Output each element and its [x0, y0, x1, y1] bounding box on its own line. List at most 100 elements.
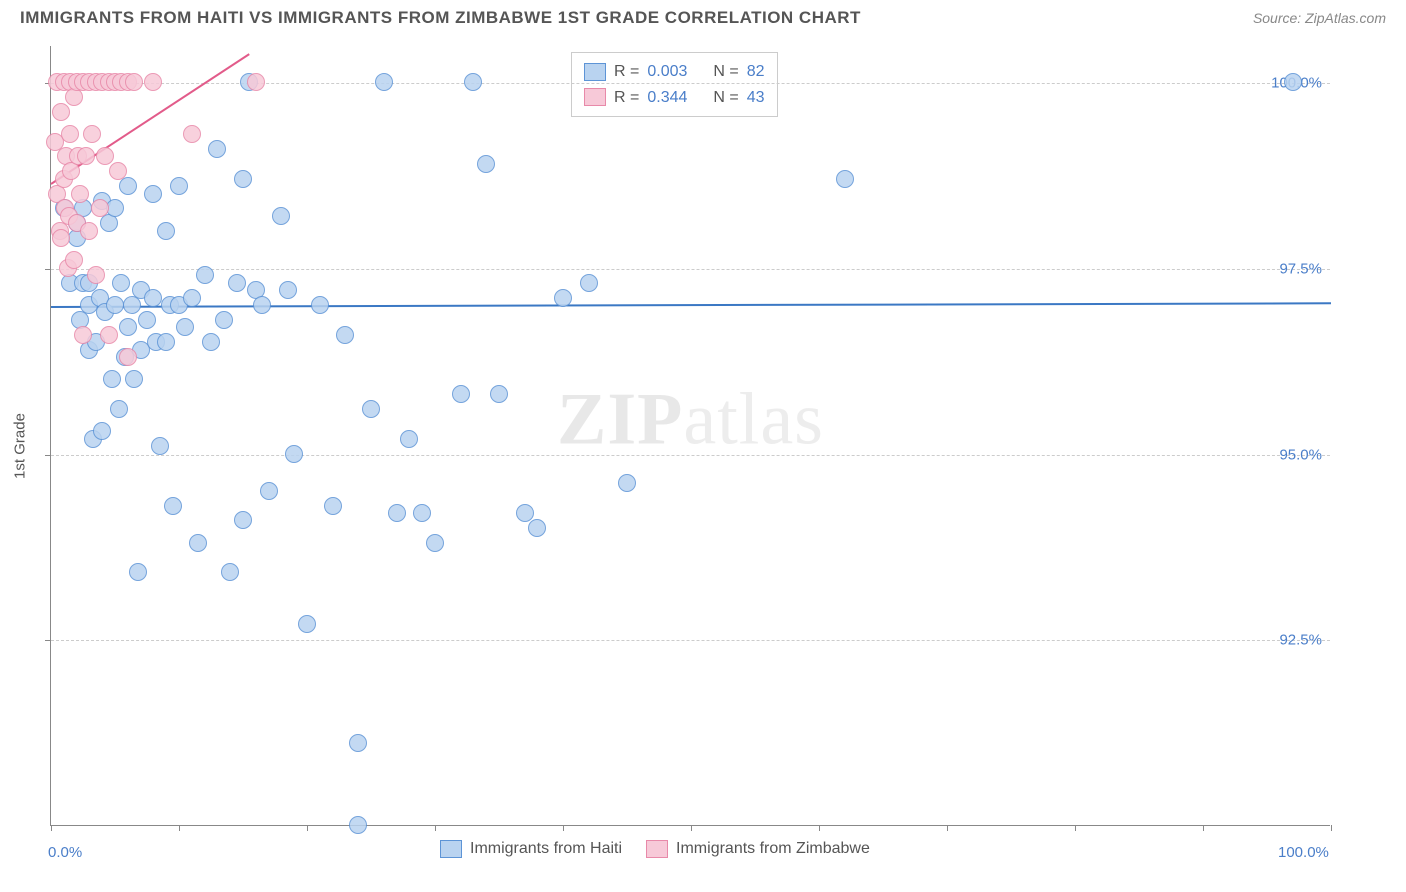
- data-point: [125, 370, 143, 388]
- data-point: [138, 311, 156, 329]
- data-point: [580, 274, 598, 292]
- data-point: [93, 422, 111, 440]
- data-point: [164, 497, 182, 515]
- data-point: [80, 222, 98, 240]
- legend-n-label: N =: [713, 59, 738, 85]
- data-point: [490, 385, 508, 403]
- legend-r-value: 0.344: [647, 85, 687, 111]
- legend-row: R =0.344N =43: [584, 85, 765, 111]
- data-point: [279, 281, 297, 299]
- legend-item: Immigrants from Haiti: [440, 840, 622, 858]
- x-tick: [435, 825, 436, 831]
- source-attribution: Source: ZipAtlas.com: [1253, 10, 1386, 26]
- data-point: [65, 251, 83, 269]
- data-point: [260, 482, 278, 500]
- data-point: [234, 170, 252, 188]
- y-tick: [45, 269, 51, 270]
- data-point: [349, 816, 367, 834]
- data-point: [375, 73, 393, 91]
- data-point: [91, 199, 109, 217]
- legend-item: Immigrants from Zimbabwe: [646, 840, 870, 858]
- x-axis-min-label: 0.0%: [48, 844, 82, 861]
- legend-swatch: [646, 840, 668, 858]
- data-point: [477, 155, 495, 173]
- data-point: [554, 289, 572, 307]
- series-legend: Immigrants from Haiti Immigrants from Zim…: [440, 840, 870, 858]
- data-point: [119, 177, 137, 195]
- y-tick: [45, 455, 51, 456]
- legend-n-value: 43: [747, 85, 765, 111]
- trend-line: [51, 302, 1331, 308]
- y-tick: [45, 640, 51, 641]
- data-point: [103, 370, 121, 388]
- data-point: [129, 563, 147, 581]
- x-tick: [691, 825, 692, 831]
- gridline: [51, 640, 1330, 641]
- y-axis-title: 1st Grade: [12, 413, 29, 479]
- data-point: [151, 437, 169, 455]
- data-point: [253, 296, 271, 314]
- data-point: [528, 519, 546, 537]
- x-tick: [51, 825, 52, 831]
- data-point: [400, 430, 418, 448]
- data-point: [100, 326, 118, 344]
- data-point: [426, 534, 444, 552]
- data-point: [183, 125, 201, 143]
- data-point: [285, 445, 303, 463]
- data-point: [464, 73, 482, 91]
- data-point: [106, 199, 124, 217]
- x-tick: [307, 825, 308, 831]
- data-point: [189, 534, 207, 552]
- data-point: [202, 333, 220, 351]
- gridline: [51, 455, 1330, 456]
- data-point: [77, 147, 95, 165]
- data-point: [836, 170, 854, 188]
- legend-r-value: 0.003: [647, 59, 687, 85]
- data-point: [96, 147, 114, 165]
- data-point: [109, 162, 127, 180]
- data-point: [272, 207, 290, 225]
- data-point: [298, 615, 316, 633]
- y-tick-label: 95.0%: [1279, 446, 1322, 463]
- data-point: [125, 73, 143, 91]
- chart-container: 1st Grade ZIPatlas R =0.003N =82R =0.344…: [50, 46, 1386, 846]
- data-point: [618, 474, 636, 492]
- x-tick: [179, 825, 180, 831]
- legend-row: R =0.003N =82: [584, 59, 765, 85]
- x-tick: [1075, 825, 1076, 831]
- data-point: [157, 333, 175, 351]
- watermark: ZIPatlas: [557, 377, 824, 462]
- data-point: [221, 563, 239, 581]
- data-point: [119, 318, 137, 336]
- data-point: [61, 125, 79, 143]
- data-point: [452, 385, 470, 403]
- chart-title: IMMIGRANTS FROM HAITI VS IMMIGRANTS FROM…: [20, 8, 861, 28]
- data-point: [324, 497, 342, 515]
- data-point: [336, 326, 354, 344]
- x-tick: [1331, 825, 1332, 831]
- y-tick-label: 92.5%: [1279, 632, 1322, 649]
- legend-series-name: Immigrants from Zimbabwe: [676, 840, 870, 858]
- data-point: [215, 311, 233, 329]
- data-point: [1284, 73, 1302, 91]
- data-point: [349, 734, 367, 752]
- data-point: [362, 400, 380, 418]
- correlation-legend: R =0.003N =82R =0.344N =43: [571, 52, 778, 117]
- data-point: [119, 348, 137, 366]
- legend-n-value: 82: [747, 59, 765, 85]
- legend-swatch: [584, 63, 606, 81]
- data-point: [157, 222, 175, 240]
- x-tick: [563, 825, 564, 831]
- data-point: [516, 504, 534, 522]
- y-tick-label: 97.5%: [1279, 260, 1322, 277]
- data-point: [52, 229, 70, 247]
- data-point: [170, 177, 188, 195]
- data-point: [144, 73, 162, 91]
- data-point: [183, 289, 201, 307]
- data-point: [234, 511, 252, 529]
- legend-series-name: Immigrants from Haiti: [470, 840, 622, 858]
- plot-area: ZIPatlas R =0.003N =82R =0.344N =43 92.5…: [50, 46, 1330, 826]
- gridline: [51, 269, 1330, 270]
- data-point: [176, 318, 194, 336]
- data-point: [110, 400, 128, 418]
